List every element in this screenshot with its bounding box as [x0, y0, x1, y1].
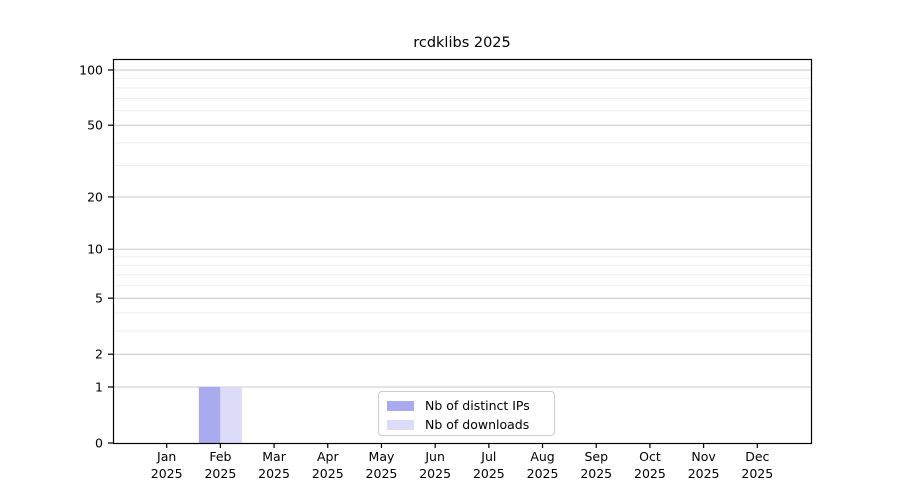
x-tick-label: Dec 2025	[741, 449, 773, 481]
x-tick-label: Feb 2025	[204, 449, 236, 481]
bar-distinct-ips-feb-2025	[198, 386, 221, 443]
y-tick-label: 0	[95, 436, 103, 451]
y-tick-label: 50	[87, 118, 103, 133]
x-tick-label: Aug 2025	[527, 449, 559, 481]
y-tick-label: 10	[87, 242, 103, 257]
x-tick-label: Nov 2025	[688, 449, 720, 481]
x-tick-label: Oct 2025	[634, 449, 666, 481]
y-tick-label: 20	[87, 189, 103, 204]
bar-downloads-feb-2025	[220, 386, 242, 443]
y-tick-label: 1	[95, 379, 103, 394]
chart-title: rcdklibs 2025	[413, 35, 511, 51]
legend-swatch-distinct-ips	[387, 400, 414, 411]
legend: Nb of distinct IPs Nb of downloads	[378, 391, 555, 436]
x-tick-label: Jan 2025	[151, 449, 183, 481]
plot-border	[112, 58, 813, 445]
x-tick-label: May 2025	[366, 449, 398, 481]
legend-item-downloads: Nb of downloads	[379, 415, 554, 434]
x-tick-label: Mar 2025	[258, 449, 290, 481]
y-tick-label: 2	[95, 347, 103, 362]
y-tick-label: 5	[95, 291, 103, 306]
x-tick-label: Sep 2025	[580, 449, 612, 481]
legend-item-distinct-ips: Nb of distinct IPs	[379, 396, 554, 415]
x-tick-label: Jul 2025	[473, 449, 505, 481]
legend-label-downloads: Nb of downloads	[425, 417, 530, 432]
legend-label-distinct-ips: Nb of distinct IPs	[425, 398, 530, 413]
x-tick-label: Apr 2025	[312, 449, 344, 481]
x-tick-label: Jun 2025	[419, 449, 451, 481]
legend-swatch-downloads	[387, 419, 414, 430]
y-tick-label: 100	[79, 63, 103, 78]
